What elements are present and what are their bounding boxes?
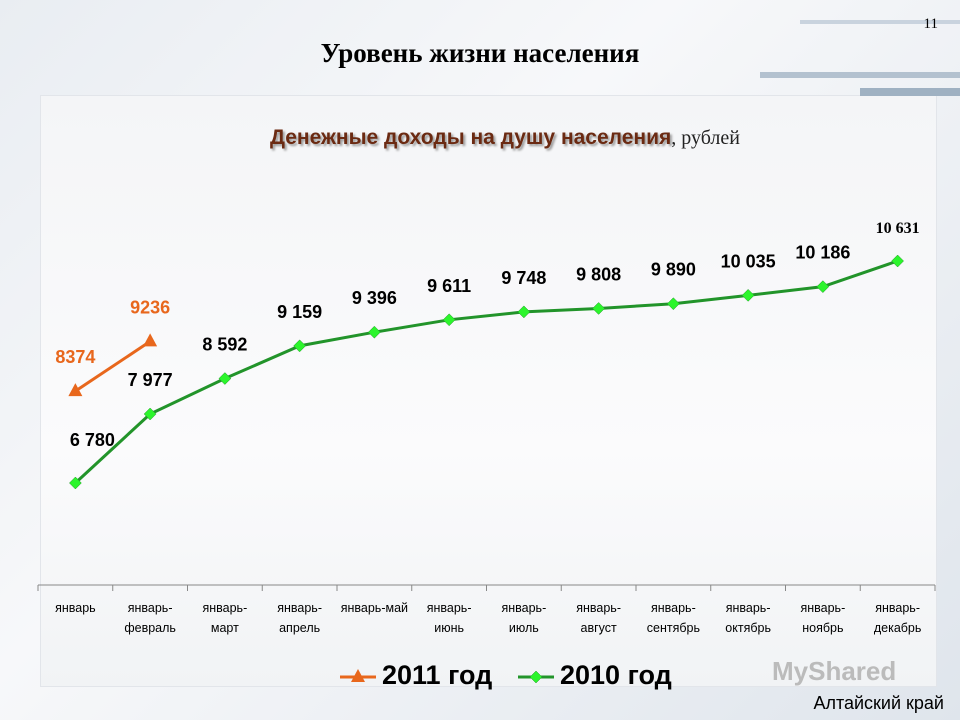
point xyxy=(891,254,904,268)
point xyxy=(143,333,158,347)
legend-label: 2010 год xyxy=(560,660,672,690)
x-tick-label: январь-апрель xyxy=(277,601,322,635)
point xyxy=(293,339,306,353)
x-tick-label: январь-декабрь xyxy=(873,601,922,635)
data-label: 10 186 xyxy=(795,243,850,263)
data-label: 9 396 xyxy=(352,288,397,308)
point xyxy=(218,372,232,385)
x-tick-label: январь-март xyxy=(202,601,248,635)
data-label: 8 592 xyxy=(202,335,247,355)
point xyxy=(667,297,680,311)
point xyxy=(68,383,83,397)
x-tick-label: январь xyxy=(55,601,96,615)
point xyxy=(69,476,82,490)
x-tick-label: январь-февраль xyxy=(124,601,176,635)
subtitle: Денежные доходы на душу населения xyxy=(270,126,672,149)
data-label: 8374 xyxy=(55,347,95,367)
data-label: 9 748 xyxy=(501,268,546,288)
data-label: 10 631 xyxy=(876,220,920,237)
data-label: 10 035 xyxy=(721,251,776,271)
x-tick-label: январь-июль xyxy=(501,601,547,635)
data-label: 9 611 xyxy=(427,276,471,296)
series-line xyxy=(74,340,151,393)
point xyxy=(529,670,543,684)
point xyxy=(592,302,605,315)
decor-stripes xyxy=(760,20,960,96)
chart-title: Уровень жизни населения xyxy=(320,38,640,68)
x-tick-label: январь-июнь xyxy=(426,601,472,635)
unit: , рублей xyxy=(671,127,740,149)
point xyxy=(816,280,830,294)
legend-label: 2011 год xyxy=(382,660,493,690)
series-line xyxy=(74,259,899,485)
chart-panel xyxy=(40,95,937,687)
watermark: MyShared xyxy=(772,656,897,686)
x-tick-label: январь-сентябрь xyxy=(646,601,700,635)
x-tick-label: январь-август xyxy=(576,601,621,635)
point xyxy=(517,305,531,319)
footer: Алтайский край xyxy=(813,693,944,713)
point xyxy=(442,313,456,327)
data-label: 7 977 xyxy=(128,370,173,390)
page-number: 11 xyxy=(923,16,938,32)
point xyxy=(143,407,157,421)
data-label: 9 808 xyxy=(576,264,621,284)
data-label: 9 890 xyxy=(651,260,696,280)
data-label: 9 159 xyxy=(277,302,322,322)
point xyxy=(368,325,381,339)
subtitle-row: Денежные доходы на душу населения, рубле… xyxy=(0,126,960,150)
point xyxy=(351,669,365,682)
x-tick-label: январь-октябрь xyxy=(725,601,771,635)
x-tick-label: январь-ноябрь xyxy=(800,601,846,635)
data-label: 6 780 xyxy=(70,430,115,450)
point xyxy=(741,289,755,302)
data-label: 9236 xyxy=(130,297,170,317)
x-tick-label: январь-май xyxy=(340,601,409,615)
